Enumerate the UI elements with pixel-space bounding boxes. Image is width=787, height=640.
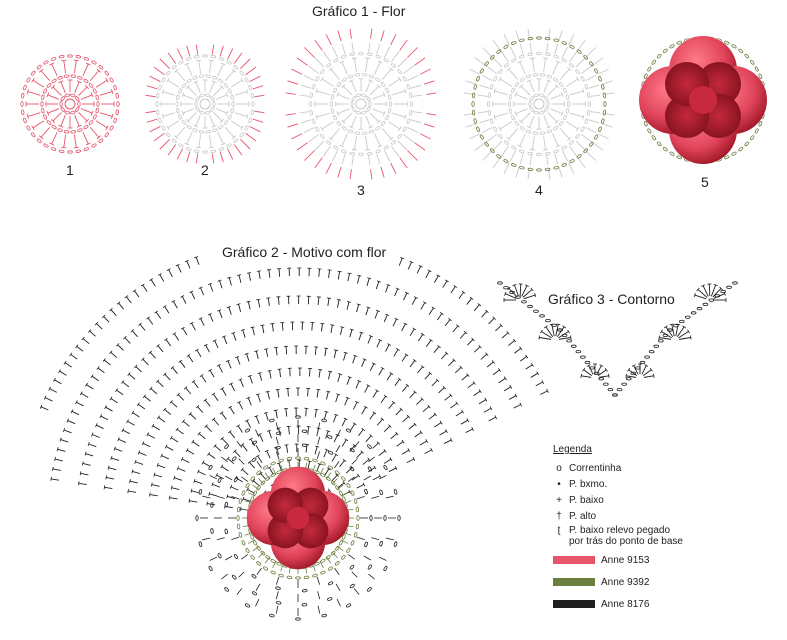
legend-item-double-crochet: † P. alto — [553, 509, 687, 523]
step-number-4: 4 — [535, 182, 543, 198]
flower-step-3 — [285, 28, 437, 180]
flower-step-1 — [20, 54, 120, 154]
legend: Legenda o Correntinha • P. bxmo. + P. baixo… — [553, 444, 687, 613]
legend-label: Anne 8176 — [601, 598, 650, 610]
step-number-1: 1 — [66, 162, 74, 178]
legend-color-2: Anne 9392 — [553, 575, 687, 589]
slip-stitch-symbol-icon: • — [557, 478, 561, 490]
step-number-5: 5 — [701, 174, 709, 190]
legend-label: Correntinha — [569, 462, 622, 474]
chart2-title: Gráfico 2 - Motivo com flor — [222, 244, 387, 260]
flower-step-2 — [145, 44, 265, 164]
motif-with-flower — [39, 256, 549, 621]
color-swatch — [553, 600, 595, 608]
legend-item-back-post: ʈ P. baixo relevo pegado por trás do pont… — [553, 525, 687, 547]
double-crochet-symbol-icon: † — [556, 510, 562, 522]
flower-step-5 — [639, 36, 767, 164]
chart1-title: Gráfico 1 - Flor — [312, 3, 406, 19]
back-post-symbol-icon: ʈ — [557, 525, 561, 536]
legend-color-3: Anne 8176 — [553, 597, 687, 611]
legend-heading: Legenda — [553, 444, 592, 455]
legend-item-chain: o Correntinha — [553, 461, 687, 475]
chart3-title: Gráfico 3 - Contorno — [548, 291, 675, 307]
legend-label: P. baixo relevo pegado por trás do ponto… — [569, 525, 683, 547]
legend-label: P. alto — [569, 510, 597, 522]
legend-label: P. bxmo. — [569, 478, 608, 490]
chain-symbol-icon: o — [556, 462, 562, 474]
legend-item-slip-stitch: • P. bxmo. — [553, 477, 687, 491]
flower-step-4 — [463, 28, 615, 180]
step-number-2: 2 — [201, 162, 209, 178]
step-number-3: 3 — [357, 182, 365, 198]
legend-label: P. baixo — [569, 494, 604, 506]
legend-item-single-crochet: + P. baixo — [553, 493, 687, 507]
color-swatch — [553, 556, 595, 564]
contour-border — [497, 281, 738, 397]
legend-label: Anne 9153 — [601, 554, 650, 566]
color-swatch — [553, 578, 595, 586]
legend-label: Anne 9392 — [601, 576, 650, 588]
single-crochet-symbol-icon: + — [556, 494, 562, 506]
legend-color-1: Anne 9153 — [553, 553, 687, 567]
